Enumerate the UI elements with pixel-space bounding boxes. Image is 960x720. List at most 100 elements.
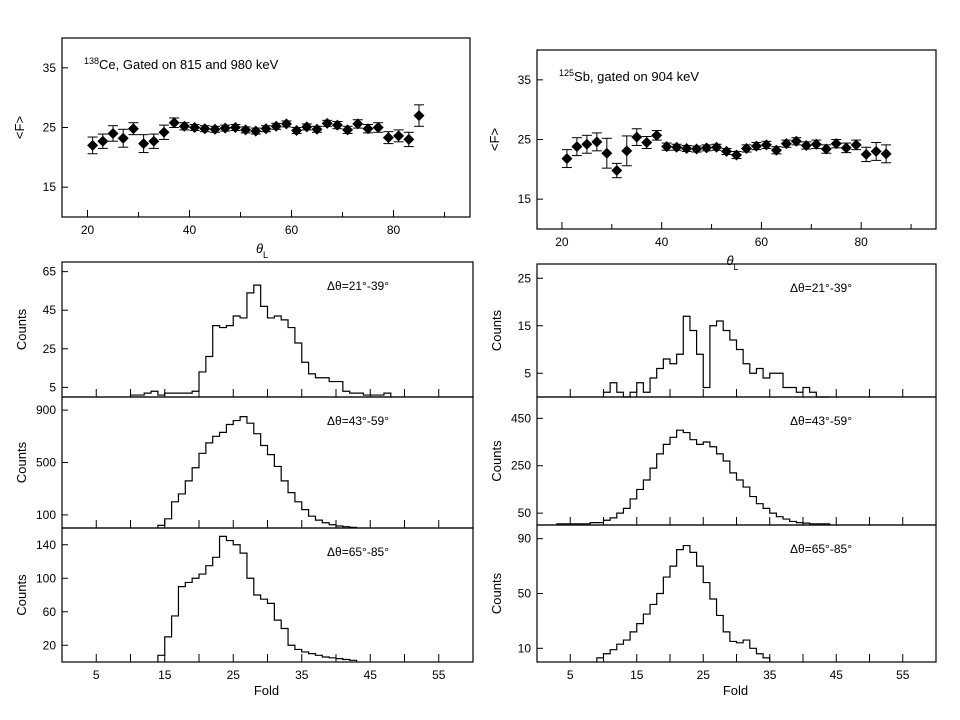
data-point (168, 117, 180, 129)
diamond-marker (790, 135, 802, 147)
diamond-marker (870, 145, 882, 157)
diamond-marker (621, 145, 633, 157)
plot-frame (536, 396, 937, 526)
data-point (740, 142, 752, 154)
diamond-marker (840, 142, 852, 154)
data-point (250, 125, 262, 137)
data-point (711, 141, 723, 153)
data-point (860, 146, 872, 163)
x-tick-label: 15 (158, 668, 172, 682)
data-point (581, 134, 593, 154)
diamond-marker (209, 123, 221, 135)
delta-theta-annotation: Δθ=43°-59° (327, 414, 389, 428)
y-axis-label: Counts (489, 309, 504, 351)
diamond-marker (127, 123, 139, 135)
data-point (393, 129, 405, 143)
x-tick-label: 35 (763, 668, 777, 682)
diamond-marker (601, 147, 613, 159)
diamond-marker (372, 122, 384, 133)
data-point (721, 145, 733, 157)
delta-theta-annotation: Δθ=21°-39° (790, 281, 852, 295)
data-point (342, 124, 354, 136)
data-point (403, 131, 415, 148)
diamond-marker (780, 138, 792, 150)
x-tick-label: 25 (227, 668, 241, 682)
diamond-marker (561, 153, 573, 165)
y-tick-label: 65 (43, 265, 57, 279)
data-point (362, 123, 374, 135)
diamond-marker (591, 136, 603, 148)
x-tick-label: 60 (755, 235, 769, 249)
x-tick-label: 80 (387, 223, 401, 237)
x-tick-label: 20 (81, 223, 95, 237)
data-point (229, 122, 241, 133)
data-point (591, 132, 603, 152)
diamond-marker (671, 141, 683, 153)
delta-theta-annotation: Δθ=65°-85° (790, 542, 852, 556)
x-tick-label: 45 (364, 668, 378, 682)
data-point (770, 144, 782, 156)
data-point (760, 139, 772, 151)
y-tick-label: 35 (518, 73, 532, 87)
data-point (621, 135, 633, 167)
diamond-marker (850, 139, 862, 151)
y-tick-label: 35 (43, 61, 57, 75)
histogram-steps (157, 535, 358, 662)
chart-panel-0: 15 25 35 <F> 20 40 60 80 θL 138Ce, Gated on 815 a… (12, 37, 471, 260)
data-point (311, 123, 323, 135)
data-point (382, 131, 394, 145)
data-point (810, 138, 822, 150)
data-point (331, 119, 343, 131)
diamond-marker (168, 117, 180, 129)
data-point (97, 133, 109, 149)
diamond-marker (219, 122, 231, 134)
data-point (291, 124, 303, 136)
diamond-marker (760, 139, 772, 151)
data-point (780, 138, 792, 150)
data-point (631, 128, 643, 146)
diamond-marker (571, 141, 583, 153)
y-tick-label: 20 (43, 638, 57, 652)
diamond-marker (611, 165, 623, 177)
diamond-marker (800, 139, 812, 151)
y-tick-label: 25 (43, 342, 57, 356)
diamond-marker (352, 118, 364, 130)
data-point (87, 136, 99, 155)
data-point (372, 122, 384, 133)
data-point (321, 117, 333, 129)
x-tick-label: 80 (855, 235, 869, 249)
data-point (661, 141, 673, 153)
diamond-marker (178, 120, 190, 132)
y-tick-label: 5 (524, 366, 531, 380)
data-point (189, 122, 201, 133)
x-tick-label: 5 (93, 668, 100, 682)
diamond-marker (270, 120, 282, 132)
x-tick-label: 45 (830, 668, 844, 682)
diamond-marker (229, 122, 241, 133)
histogram-steps (556, 429, 831, 525)
x-tick-label: 55 (432, 668, 446, 682)
plot-frame (61, 396, 474, 529)
diamond-marker (158, 126, 170, 138)
data-point (209, 123, 221, 135)
x-axis-label: Fold (254, 683, 279, 698)
delta-theta-annotation: Δθ=21°-39° (327, 279, 389, 293)
x-tick-label: 40 (183, 223, 197, 237)
y-tick-label: 10 (518, 641, 532, 655)
diamond-marker (362, 123, 374, 135)
data-point (219, 122, 231, 134)
y-axis-label: Counts (489, 440, 504, 482)
y-tick-label: 15 (518, 319, 532, 333)
data-point (691, 143, 703, 155)
diamond-marker (342, 124, 354, 136)
data-point (127, 122, 139, 136)
y-tick-label: 450 (511, 411, 531, 425)
diamond-marker (97, 135, 109, 147)
y-axis-label: <F> (487, 128, 502, 151)
data-point (117, 128, 129, 148)
x-tick-label: 55 (896, 668, 910, 682)
data-point (681, 142, 693, 154)
x-tick-label: 20 (555, 235, 569, 249)
diamond-marker (260, 123, 272, 135)
